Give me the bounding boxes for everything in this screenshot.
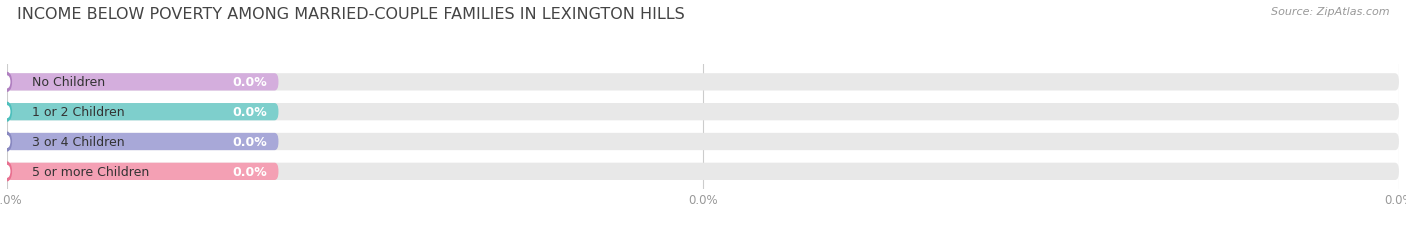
FancyBboxPatch shape: [7, 74, 1399, 91]
Text: INCOME BELOW POVERTY AMONG MARRIED-COUPLE FAMILIES IN LEXINGTON HILLS: INCOME BELOW POVERTY AMONG MARRIED-COUPL…: [17, 7, 685, 22]
Text: 5 or more Children: 5 or more Children: [32, 165, 149, 178]
Text: 3 or 4 Children: 3 or 4 Children: [32, 135, 125, 148]
FancyBboxPatch shape: [7, 163, 278, 180]
Circle shape: [4, 166, 10, 177]
FancyBboxPatch shape: [7, 103, 278, 121]
FancyBboxPatch shape: [7, 133, 278, 151]
Circle shape: [3, 133, 11, 151]
Circle shape: [3, 162, 11, 181]
Text: 1 or 2 Children: 1 or 2 Children: [32, 106, 125, 119]
FancyBboxPatch shape: [7, 133, 1399, 151]
Text: Source: ZipAtlas.com: Source: ZipAtlas.com: [1271, 7, 1389, 17]
FancyBboxPatch shape: [7, 103, 1399, 121]
Circle shape: [4, 77, 10, 88]
Text: 0.0%: 0.0%: [232, 106, 267, 119]
Circle shape: [3, 73, 11, 92]
Circle shape: [3, 103, 11, 122]
FancyBboxPatch shape: [7, 163, 1399, 180]
Text: 0.0%: 0.0%: [232, 135, 267, 148]
Text: 0.0%: 0.0%: [232, 76, 267, 89]
Circle shape: [4, 106, 10, 118]
Circle shape: [4, 136, 10, 148]
FancyBboxPatch shape: [7, 74, 278, 91]
Text: 0.0%: 0.0%: [232, 165, 267, 178]
Text: No Children: No Children: [32, 76, 105, 89]
